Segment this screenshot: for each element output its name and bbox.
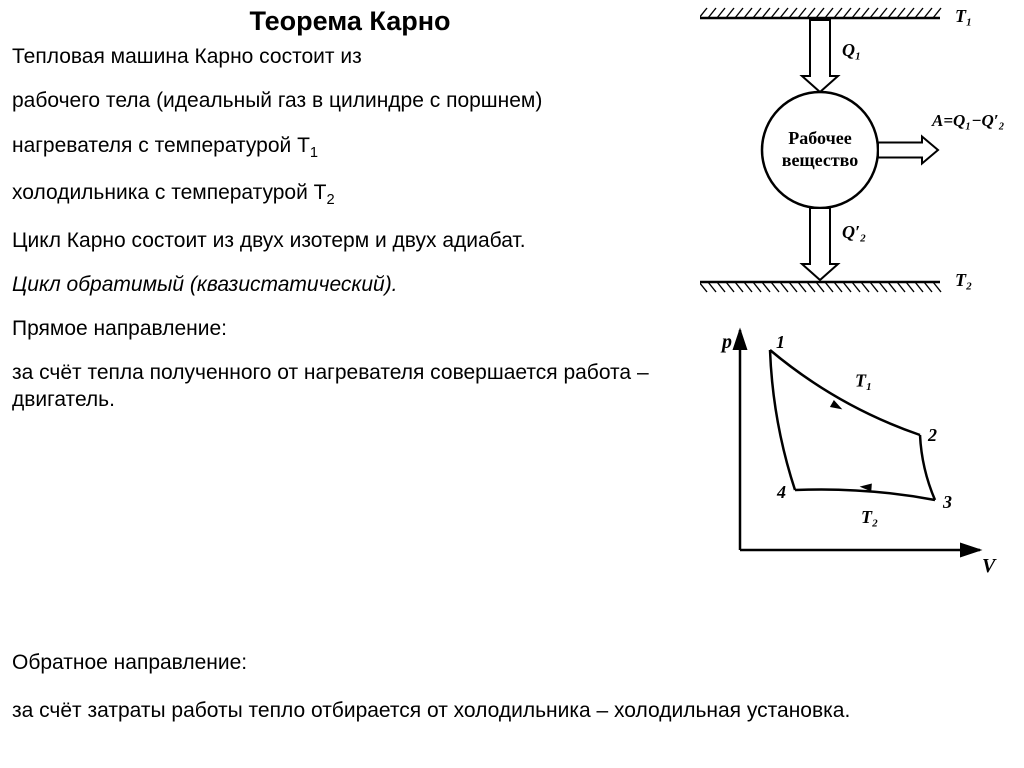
cooler-sub: 2 bbox=[327, 192, 335, 208]
reverse-head-text: Обратное направление: bbox=[12, 650, 1012, 676]
svg-text:4: 4 bbox=[776, 482, 786, 502]
svg-text:вещество: вещество bbox=[782, 150, 859, 170]
para-reverse-head: Обратное направление: bbox=[12, 650, 1012, 676]
heater-sub: 1 bbox=[310, 145, 318, 161]
text-column: Тепловая машина Карно состоит из рабочег… bbox=[12, 44, 652, 431]
pv-diagram: p V 1 2 3 4 T₁ T₂ bbox=[700, 320, 1020, 620]
svg-text:T₁: T₁ bbox=[855, 371, 872, 391]
para-direct-head: Прямое направление: bbox=[12, 316, 652, 342]
para-reverse-body: за счёт затраты работы тепло отбирается … bbox=[12, 698, 1012, 724]
svg-text:3: 3 bbox=[942, 492, 952, 512]
reverse-body-text: за счёт затраты работы тепло отбирается … bbox=[12, 698, 1012, 724]
svg-text:T₂: T₂ bbox=[861, 507, 878, 527]
svg-text:Рабочее: Рабочее bbox=[788, 128, 851, 148]
page-title: Теорема Карно bbox=[0, 6, 700, 37]
para-reversible: Цикл обратимый (квазистатический). bbox=[12, 272, 652, 298]
pv-svg: p V 1 2 3 4 T₁ T₂ bbox=[700, 320, 1020, 600]
svg-text:2: 2 bbox=[927, 425, 937, 445]
para-direct-body: за счёт тепла полученного от нагревателя… bbox=[12, 360, 652, 413]
heater-text: нагревателя с температурой T bbox=[12, 134, 310, 157]
para-body: рабочего тела (идеальный газ в цилиндре … bbox=[12, 88, 652, 114]
para-cycle: Цикл Карно состоит из двух изотерм и дву… bbox=[12, 228, 652, 254]
svg-text:1: 1 bbox=[776, 332, 785, 352]
svg-text:Q′₂: Q′₂ bbox=[842, 222, 866, 242]
para-intro: Тепловая машина Карно состоит из bbox=[12, 44, 652, 70]
para-cooler: холодильника с температурой T2 bbox=[12, 180, 652, 210]
svg-text:p: p bbox=[720, 331, 732, 353]
svg-text:V: V bbox=[982, 555, 997, 577]
para-heater: нагревателя с температурой T1 bbox=[12, 133, 652, 163]
svg-text:A=Q₁−Q′₂: A=Q₁−Q′₂ bbox=[931, 111, 1005, 130]
cooler-text: холодильника с температурой T bbox=[12, 181, 327, 204]
engine-svg: T₁ T₂ Рабочеевещество Q₁ Q′₂ A=Q₁−Q′₂ bbox=[700, 0, 1020, 300]
svg-text:Q₁: Q₁ bbox=[842, 40, 861, 60]
svg-text:T₁: T₁ bbox=[955, 6, 972, 26]
engine-diagram: T₁ T₂ Рабочеевещество Q₁ Q′₂ A=Q₁−Q′₂ bbox=[700, 0, 1020, 300]
svg-text:T₂: T₂ bbox=[955, 270, 972, 290]
